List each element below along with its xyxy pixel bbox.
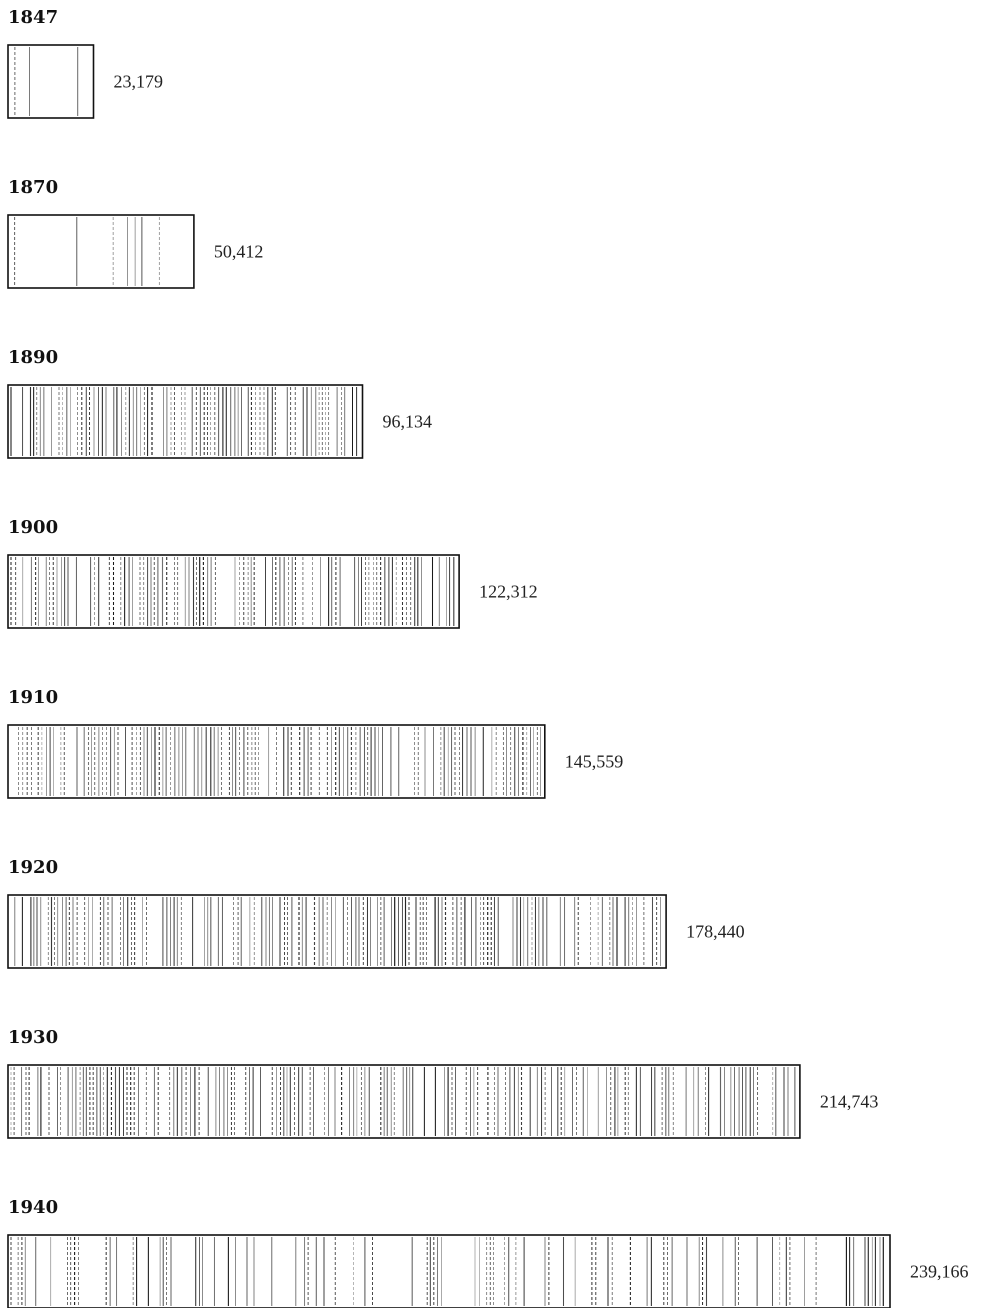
bar-group: 1870 50,412 [7, 177, 264, 289]
year-label: 1930 [8, 1027, 58, 1048]
value-label: 50,412 [214, 242, 264, 262]
bar [7, 894, 667, 969]
bar [7, 214, 195, 289]
value-label: 145,559 [565, 752, 624, 772]
year-label: 1847 [8, 7, 58, 28]
bar-group: 1900 122,312 [7, 517, 538, 629]
bar-group: 1940 239,166 [7, 1197, 969, 1308]
value-label: 239,166 [910, 1262, 969, 1282]
bar-hatching [14, 897, 661, 966]
value-label: 96,134 [383, 412, 433, 432]
bar [7, 724, 546, 799]
bar-hatching [10, 1067, 796, 1136]
year-label: 1910 [8, 687, 58, 708]
year-label: 1940 [8, 1197, 58, 1218]
bar-group: 1920 178,440 [7, 857, 745, 969]
year-label: 1900 [8, 517, 58, 538]
bar-hatching [10, 387, 358, 456]
bar-group: 1910 145,559 [7, 687, 624, 799]
year-label: 1920 [8, 857, 58, 878]
bar-group: 1930 214,743 [7, 1027, 879, 1139]
bar-hatching [10, 1237, 884, 1306]
bar-hatching [10, 557, 455, 626]
bar-group: 1890 96,134 [7, 347, 433, 459]
bar [7, 44, 95, 119]
bar-hatching [14, 217, 160, 286]
bar [7, 1234, 891, 1308]
bar-group: 1847 23,179 [7, 7, 164, 119]
bar [7, 554, 460, 629]
value-label: 178,440 [686, 922, 745, 942]
value-label: 23,179 [114, 72, 164, 92]
bar [7, 1064, 801, 1139]
bar [7, 384, 364, 459]
year-label: 1890 [8, 347, 58, 368]
value-label: 122,312 [479, 582, 537, 602]
year-label: 1870 [8, 177, 58, 198]
value-label: 214,743 [820, 1092, 879, 1112]
bar-hatching [14, 47, 79, 116]
bar-hatching [18, 727, 541, 796]
bars-layer: 1847 23,179 1870 50,412 1890 96,134 1900 122,31… [7, 7, 969, 1308]
